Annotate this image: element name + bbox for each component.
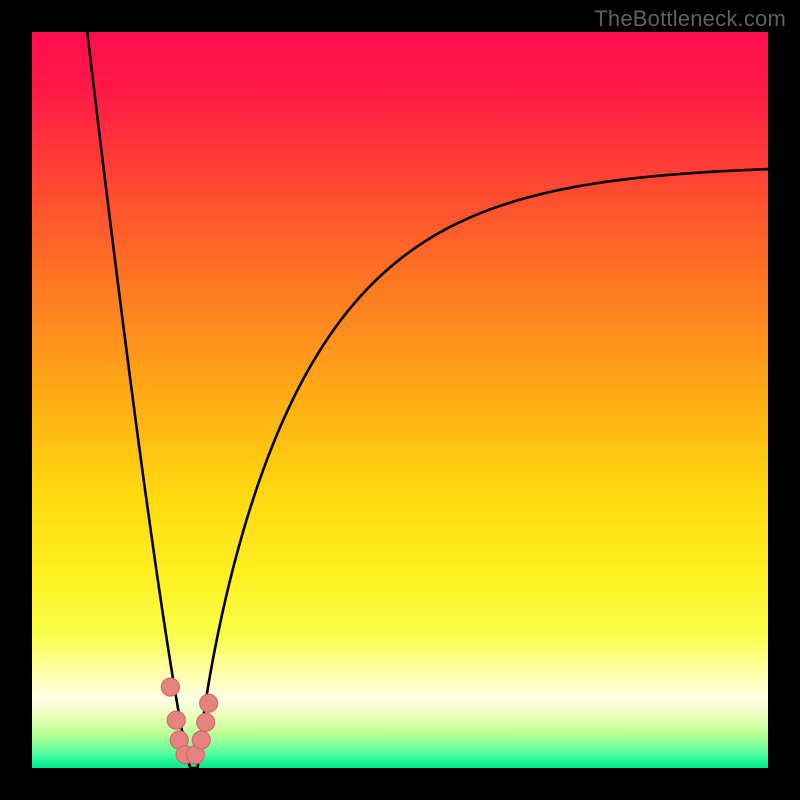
- data-marker: [200, 694, 218, 712]
- plot-area: [32, 32, 768, 768]
- chart-root: TheBottleneck.com: [0, 0, 800, 800]
- data-marker: [161, 678, 179, 696]
- data-marker: [197, 713, 215, 731]
- data-marker: [167, 711, 185, 729]
- data-marker: [192, 731, 210, 749]
- watermark-text: TheBottleneck.com: [594, 6, 786, 32]
- chart-svg: [0, 0, 800, 800]
